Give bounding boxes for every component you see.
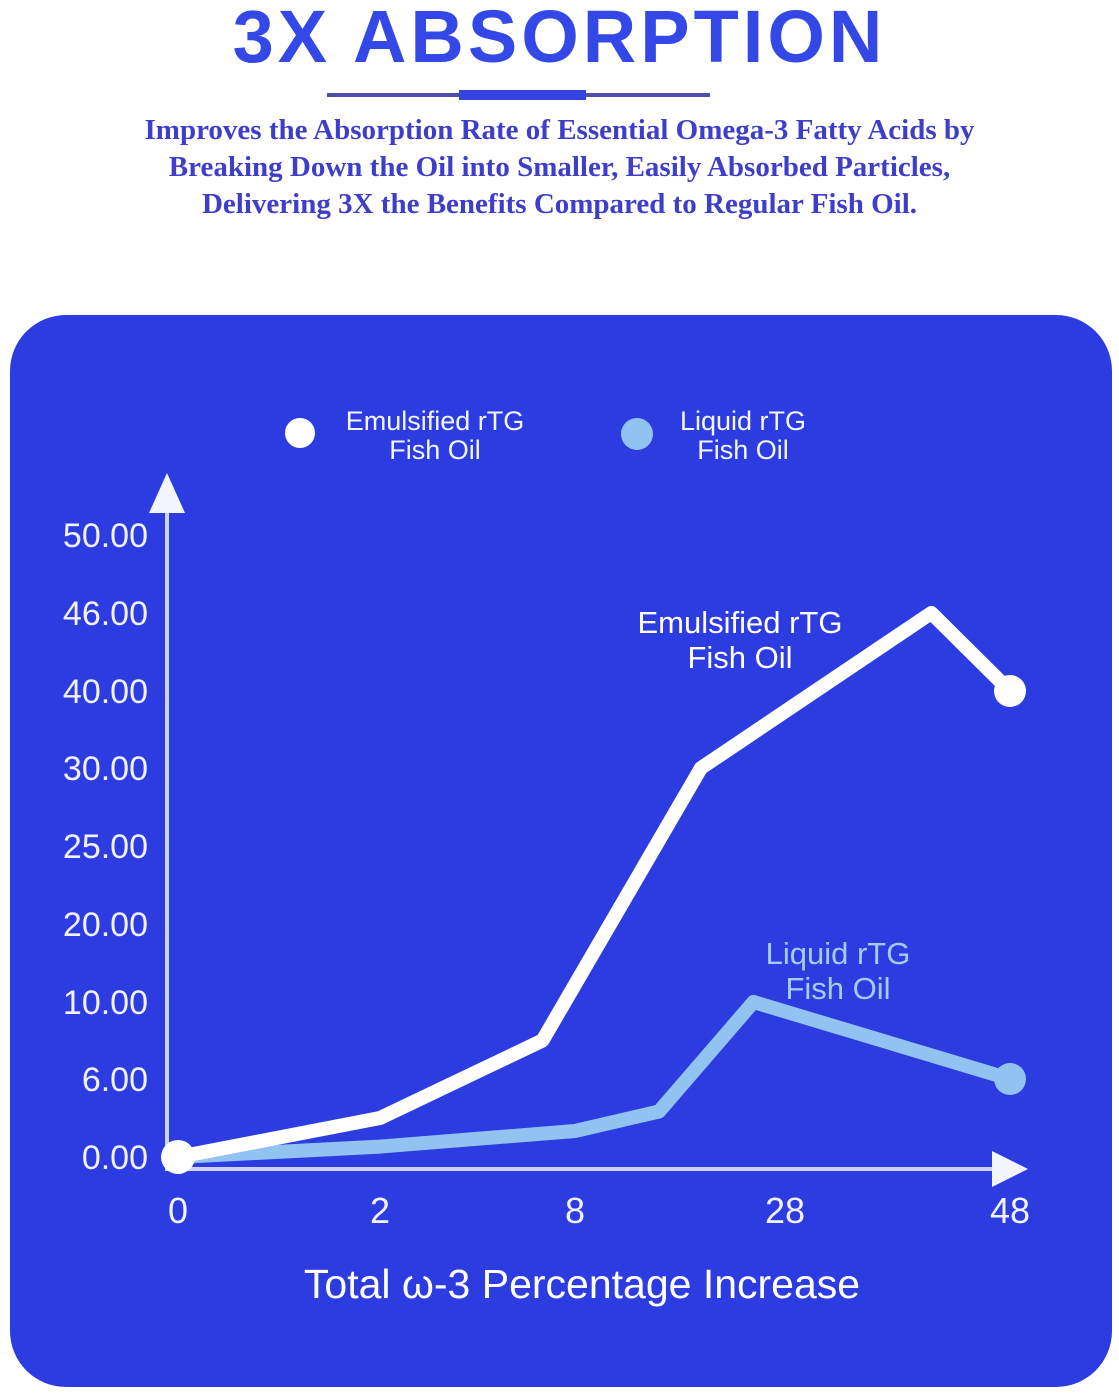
legend-emulsified-label-line2: Fish Oil [389, 435, 481, 465]
title-underline-accent [459, 90, 586, 100]
liquid-series-label: Liquid rTG Fish Oil [766, 936, 911, 1006]
subtitle: Improves the Absorption Rate of Essentia… [30, 112, 1089, 223]
x-tick-label: 0 [168, 1190, 188, 1231]
chart-panel: Emulsified rTG Fish Oil Liquid rTG Fish … [10, 315, 1112, 1387]
emulsified-end-dot [994, 675, 1026, 707]
x-axis-title: Total ω-3 Percentage Increase [304, 1261, 860, 1307]
x-tick-label: 8 [565, 1190, 585, 1231]
y-tick-label: 40.00 [63, 673, 148, 711]
legend-emulsified-label-line1: Emulsified rTG [345, 406, 525, 436]
y-tick-label: 46.00 [63, 595, 148, 633]
legend-liquid-label: Liquid rTG Fish Oil [680, 407, 806, 465]
legend-emulsified-label: Emulsified rTG Fish Oil [346, 407, 525, 465]
subtitle-line-3: Delivering 3X the Benefits Compared to R… [201, 188, 918, 220]
x-axis-arrow-icon [992, 1151, 1028, 1187]
x-tick-label: 2 [370, 1190, 390, 1231]
page-title: 3X ABSORPTION [232, 0, 887, 78]
y-tick-label: 25.00 [63, 828, 148, 866]
subtitle-line-1: Improves the Absorption Rate of Essentia… [144, 114, 975, 146]
y-tick-label: 20.00 [63, 906, 148, 944]
y-tick-label: 0.00 [82, 1139, 148, 1177]
y-tick-label: 6.00 [82, 1061, 148, 1099]
y-tick-label: 10.00 [63, 984, 148, 1022]
legend-liquid-label-line2: Fish Oil [697, 435, 789, 465]
liquid-end-dot [994, 1063, 1026, 1095]
emulsified-series-line [171, 606, 1017, 1164]
y-tick-label: 50.00 [63, 517, 148, 555]
x-tick-label: 28 [765, 1190, 805, 1231]
emulsified-series-label: Emulsified rTG Fish Oil [638, 605, 843, 675]
y-tick-label: 30.00 [63, 750, 148, 788]
liquid-series-line [171, 995, 1017, 1164]
x-tick-label: 48 [990, 1190, 1030, 1231]
legend-liquid-label-line1: Liquid rTG [679, 406, 807, 436]
legend-emulsified-dot-icon [285, 418, 315, 448]
y-axis-arrow-icon [149, 473, 185, 513]
emulsified-start-dot [161, 1140, 195, 1174]
legend-liquid-dot-icon [621, 418, 653, 450]
subtitle-line-2: Breaking Down the Oil into Smaller, Easi… [168, 151, 951, 183]
absorption-line-chart: 0.00 6.00 10.00 20.00 25.00 30.00 40.00 46.00 50… [63, 473, 1030, 1307]
